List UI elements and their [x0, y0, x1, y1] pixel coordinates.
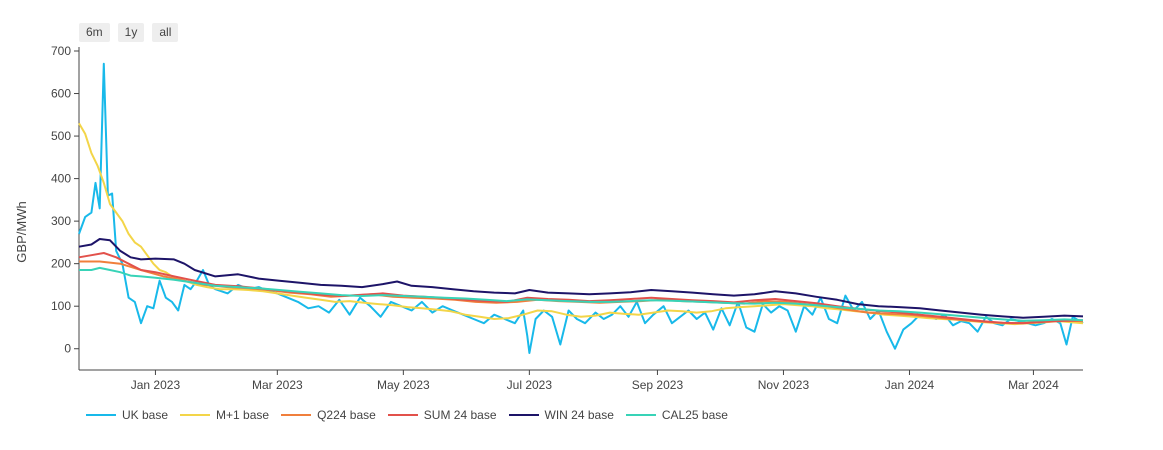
- line-chart[interactable]: 0 100 200 300 400 500 600 700 Jan 2023 Mar 2023 M…: [0, 0, 1163, 400]
- series-line-m-1-base[interactable]: [78, 122, 1084, 326]
- y-tick-label: 100: [51, 299, 71, 313]
- legend-swatch: [86, 414, 116, 416]
- series-line-sum-24-base[interactable]: [78, 252, 1084, 325]
- y-axis-title: GBP/MWh: [14, 201, 29, 262]
- x-tick-label: Nov 2023: [758, 378, 810, 392]
- legend-item-uk-base[interactable]: UK base: [86, 408, 168, 422]
- y-tick-label: 600: [51, 87, 71, 101]
- legend-swatch: [180, 414, 211, 416]
- y-tick-label: 400: [51, 172, 71, 186]
- plot-area: [78, 62, 1084, 354]
- legend-label: UK base: [122, 408, 169, 422]
- legend-label: M+1 base: [216, 408, 270, 422]
- legend-item-sum-24-base[interactable]: SUM 24 base: [387, 408, 497, 422]
- y-tick-label: 500: [51, 129, 71, 143]
- range-button-1y[interactable]: 1y: [117, 23, 145, 42]
- legend-label: Q224 base: [317, 408, 376, 422]
- y-tick-label: 0: [64, 342, 71, 356]
- legend-swatch: [508, 414, 539, 416]
- legend-item-q224-base[interactable]: Q224 base: [281, 408, 376, 422]
- y-axis: 0 100 200 300 400 500 600 700: [51, 44, 80, 370]
- x-tick-label: Sep 2023: [632, 378, 684, 392]
- x-tick-label: May 2023: [377, 378, 430, 392]
- x-tick-label: Jan 2023: [131, 378, 181, 392]
- x-tick-label: Jul 2023: [507, 378, 553, 392]
- range-selector: 6m 1y all: [79, 23, 179, 42]
- y-tick-label: 200: [51, 257, 71, 271]
- legend-item-cal25-base[interactable]: CAL25 base: [625, 408, 728, 422]
- legend-label: WIN 24 base: [544, 408, 614, 422]
- y-tick-label: 300: [51, 214, 71, 228]
- legend-item-win-24-base[interactable]: WIN 24 base: [508, 408, 614, 422]
- legend: UK base M+1 base Q224 base SUM 24 base WIN 2…: [86, 408, 740, 422]
- x-tick-label: Jan 2024: [885, 378, 935, 392]
- series-line-cal25-base[interactable]: [79, 266, 1084, 322]
- x-tick-label: Mar 2023: [252, 378, 303, 392]
- legend-label: SUM 24 base: [423, 408, 497, 422]
- legend-swatch: [387, 414, 418, 416]
- series-line-win-24-base[interactable]: [78, 238, 1084, 319]
- range-button-6m[interactable]: 6m: [79, 23, 110, 42]
- legend-label: CAL25 base: [661, 408, 728, 422]
- x-axis: Jan 2023 Mar 2023 May 2023 Jul 2023 Sep 2023…: [79, 369, 1083, 392]
- x-tick-label: Mar 2024: [1008, 378, 1059, 392]
- range-button-all[interactable]: all: [152, 23, 179, 42]
- y-tick-label: 700: [51, 44, 71, 58]
- legend-swatch: [281, 414, 312, 416]
- legend-item-m-1-base[interactable]: M+1 base: [180, 408, 269, 422]
- legend-swatch: [625, 414, 656, 416]
